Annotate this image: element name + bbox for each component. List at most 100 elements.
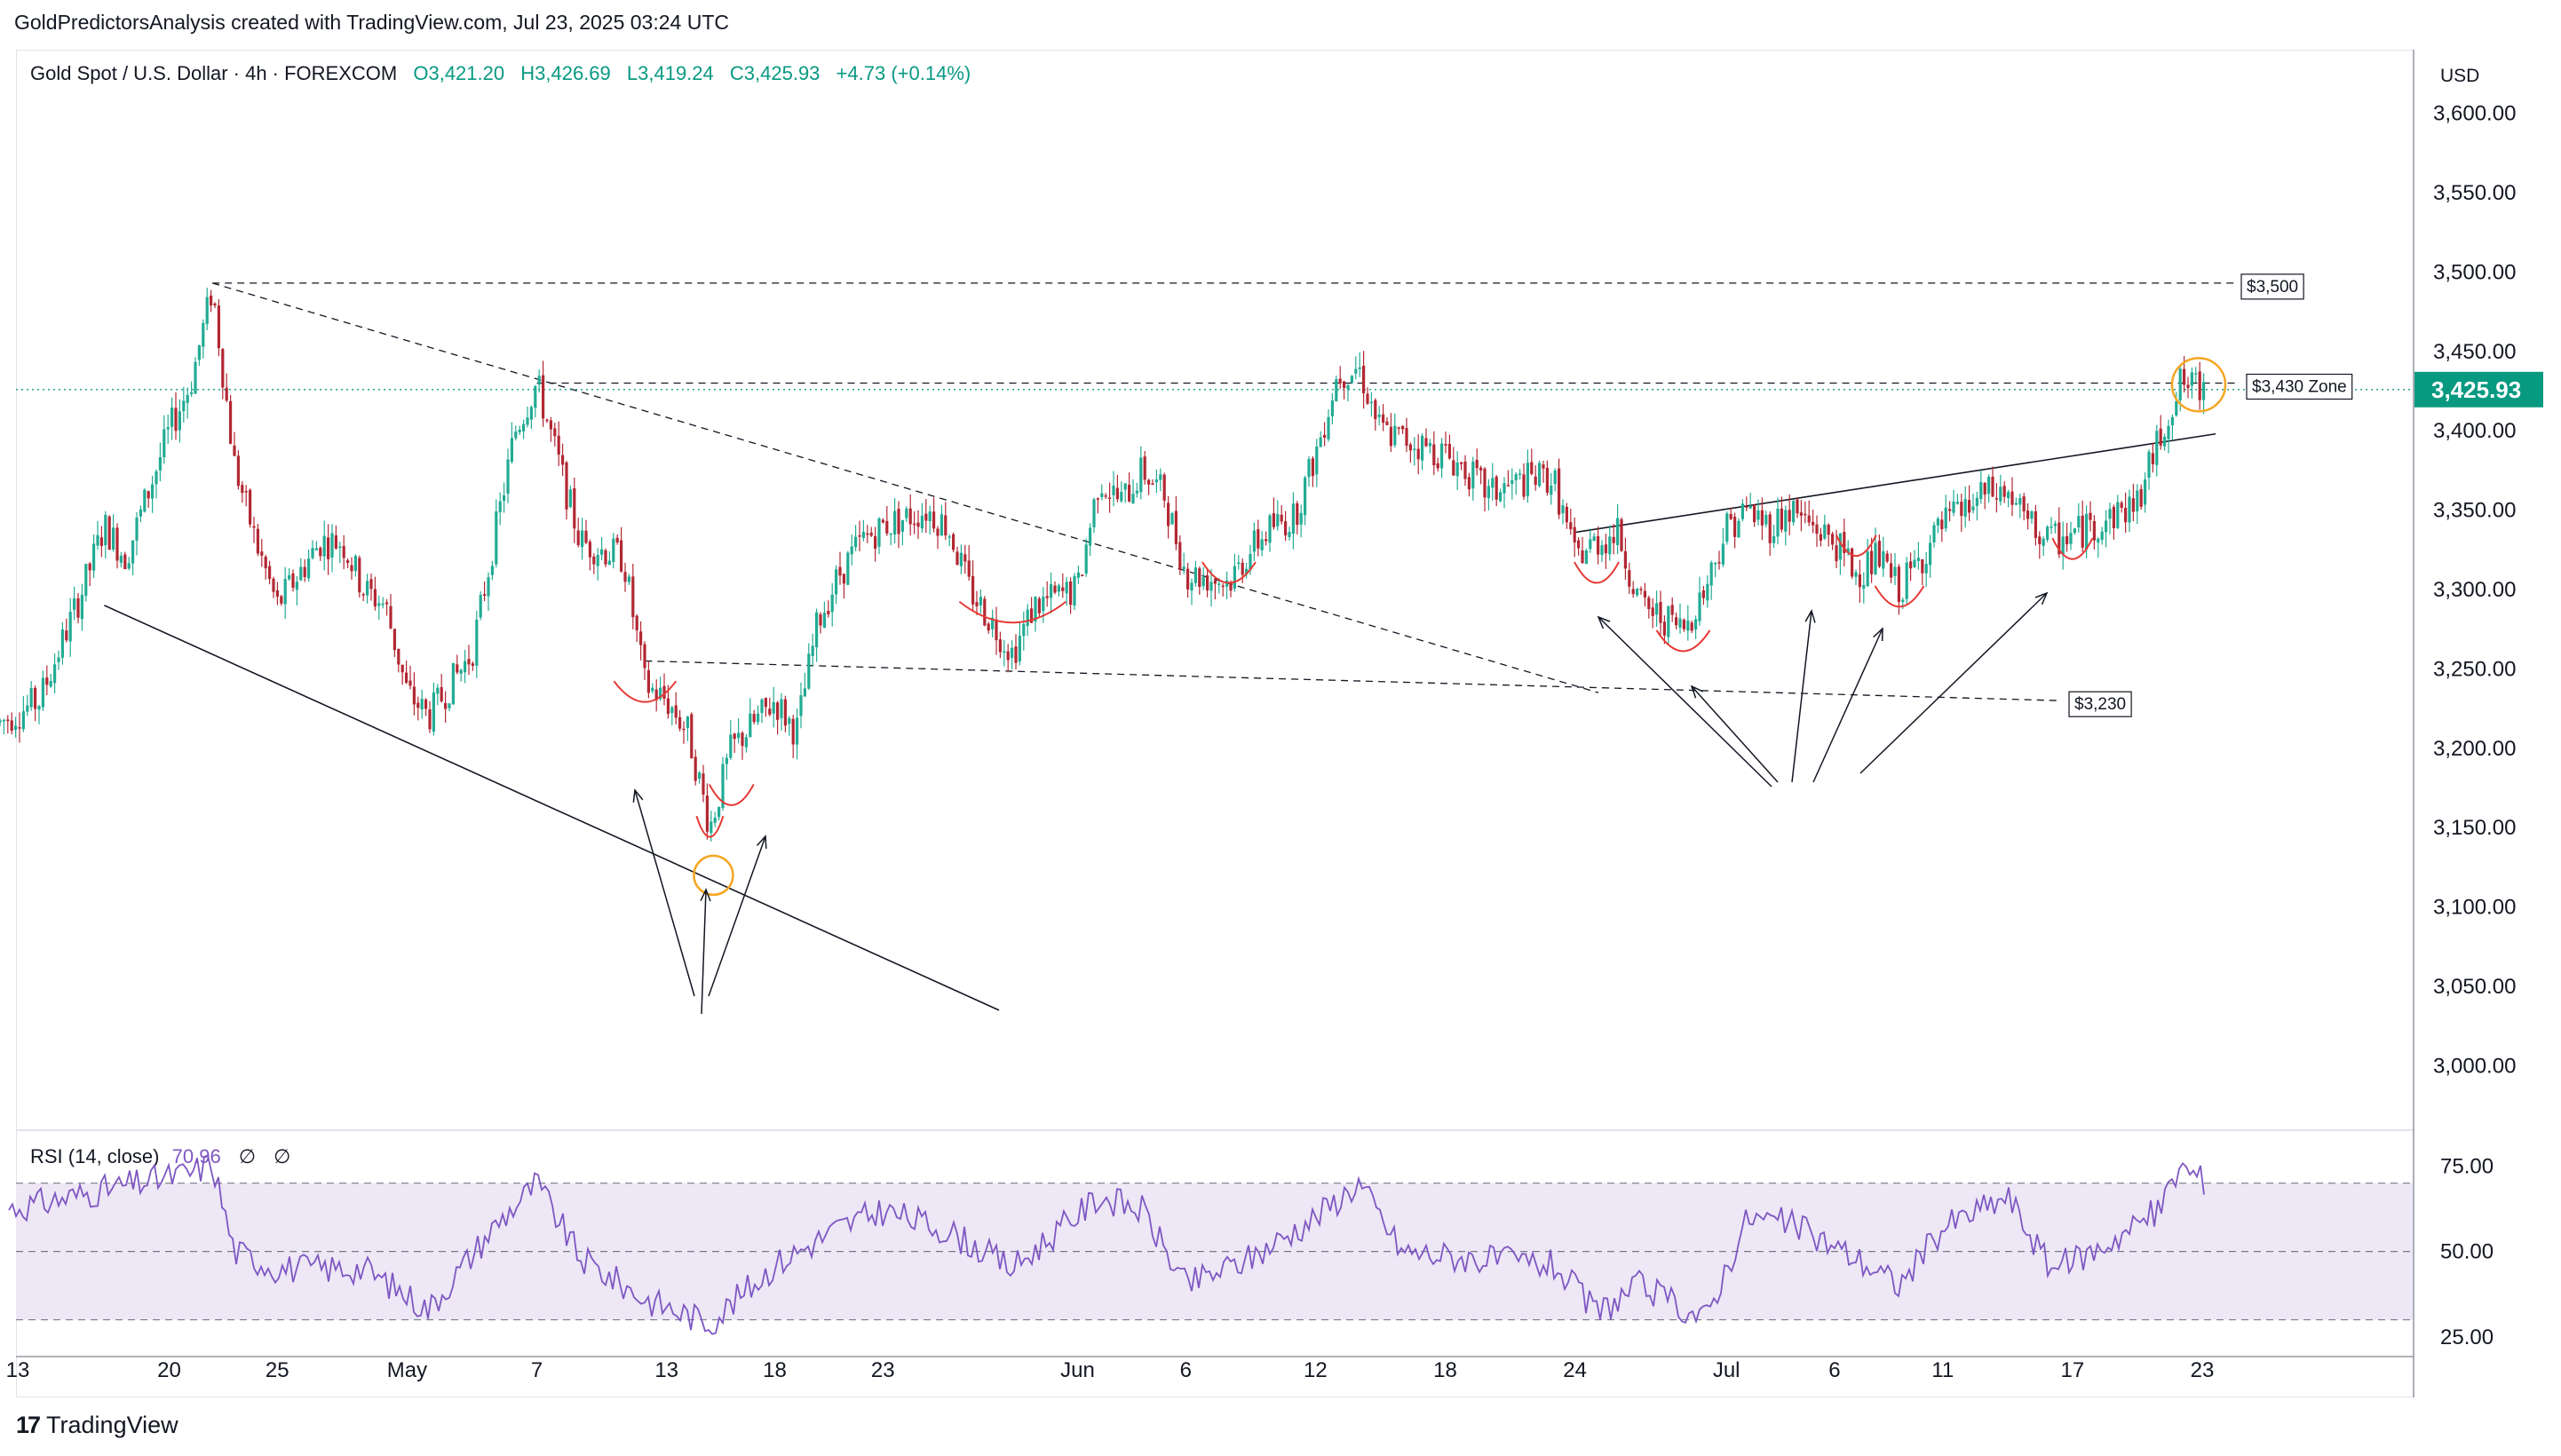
candle-body	[1589, 539, 1592, 550]
candle-body	[1979, 482, 1983, 500]
candle-body	[627, 576, 630, 582]
time-tick: Jul	[1713, 1358, 1740, 1382]
candle-body	[1901, 599, 1905, 603]
candle-body	[2136, 490, 2139, 512]
rsi-legend[interactable]: RSI (14, close) 70.96 ∅ ∅	[30, 1145, 290, 1168]
candle-body	[854, 536, 858, 548]
candle-body	[796, 717, 799, 745]
candle-body	[1260, 539, 1264, 550]
candle-body	[1651, 607, 1654, 616]
candle-body	[1991, 476, 1994, 497]
candle-body	[678, 716, 682, 729]
arrow-right-3	[1791, 610, 1812, 783]
candle-body	[713, 817, 717, 823]
candle-body	[1198, 568, 1201, 588]
candle-body	[1717, 562, 1721, 564]
candle-body	[131, 540, 135, 564]
candle-body	[170, 408, 174, 427]
candle-body	[1241, 562, 1244, 575]
candle-body	[2058, 522, 2061, 555]
candle-body	[881, 519, 884, 523]
candle-body	[2155, 431, 2159, 465]
candle-body	[14, 725, 18, 731]
candle-body	[1701, 590, 1705, 598]
candle-body	[1932, 525, 1936, 542]
candle-body	[537, 376, 541, 385]
candle-body	[2124, 507, 2128, 523]
candle-body	[2175, 400, 2178, 415]
arrow-right-4	[1812, 628, 1883, 783]
candle-body	[1753, 504, 1756, 523]
candle-body	[506, 459, 510, 495]
publisher-line: GoldPredictorsAnalysis created with Trad…	[14, 11, 729, 34]
candle-body	[1796, 499, 1799, 514]
candle-body	[1526, 463, 1529, 496]
candle-body	[1670, 605, 1674, 615]
candle-body	[928, 511, 932, 522]
candle-body	[444, 702, 448, 709]
candle-body	[1815, 524, 1819, 534]
candle-body	[464, 661, 467, 673]
candle-body	[467, 659, 471, 665]
rsi-line	[8, 1154, 2205, 1335]
candle-body	[1584, 550, 1588, 565]
level-3500-label-box	[2240, 273, 2304, 300]
candle-body	[366, 581, 369, 596]
candle-body	[1143, 456, 1146, 480]
candle-body	[361, 594, 365, 596]
candle-body	[737, 732, 741, 739]
rsi-band	[16, 1183, 2414, 1321]
candle-body	[1623, 550, 1627, 569]
rsi-value: 70.96	[171, 1145, 221, 1167]
candle-body	[646, 669, 650, 693]
candle-body	[264, 557, 267, 569]
high-value: H3,426.69	[520, 62, 611, 84]
candle-body	[2147, 451, 2151, 479]
time-tick: 6	[1828, 1358, 1840, 1382]
candle-body	[1678, 618, 1682, 628]
candle-body	[1131, 494, 1135, 504]
candle-body	[1764, 514, 1768, 525]
candle-body	[151, 484, 155, 499]
candle-body	[1675, 617, 1678, 626]
candle-body	[718, 806, 721, 818]
candle-body	[1135, 490, 1138, 494]
candle-body	[1350, 376, 1353, 384]
candle-body	[768, 708, 772, 715]
candle-body	[1597, 535, 1600, 555]
symbol-legend[interactable]: Gold Spot / U.S. Dollar · 4h · FOREXCOM …	[30, 62, 981, 85]
tradingview-brand[interactable]: 17 TradingView	[16, 1412, 178, 1439]
currency-label[interactable]: USD	[2440, 66, 2480, 86]
candle-body	[979, 597, 982, 605]
candle-body	[1471, 461, 1475, 489]
candle-body	[2069, 533, 2073, 544]
candle-body	[1499, 492, 1503, 502]
candle-body	[752, 714, 756, 723]
candle-body	[846, 552, 850, 585]
candle-body	[1514, 474, 1518, 480]
candle-body	[2186, 384, 2190, 389]
candle-body	[381, 603, 385, 605]
candle-body	[1968, 500, 1971, 513]
candle-body	[698, 772, 702, 779]
candle-body	[1154, 479, 1158, 483]
candle-body	[73, 598, 76, 610]
candle-body	[702, 773, 705, 795]
candle-body	[2065, 536, 2069, 545]
candle-body	[2144, 479, 2147, 505]
candle-body	[1573, 526, 1576, 543]
candle-body	[495, 511, 498, 565]
candle-body	[358, 558, 361, 593]
candle-body	[112, 527, 115, 550]
candle-body	[26, 705, 29, 712]
level-3430-label-box	[2246, 373, 2353, 400]
candle-body	[1432, 444, 1436, 466]
candle-body	[1034, 597, 1037, 622]
candle-body	[905, 508, 908, 518]
candle-body	[1812, 521, 1815, 526]
price-tick: 3,250.00	[2433, 657, 2516, 681]
candle-body	[1975, 497, 1978, 506]
candle-body	[1424, 438, 1428, 447]
arrow-right-3-head	[1804, 609, 1816, 623]
